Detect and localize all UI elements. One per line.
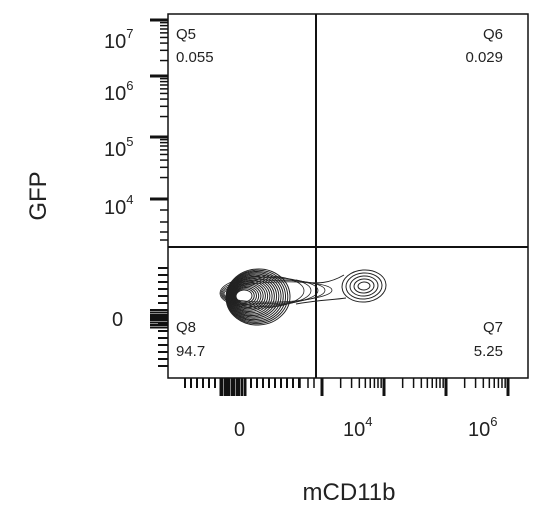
quadrant-q8-name: Q8	[176, 319, 196, 336]
x-tick-label-0: 0	[234, 419, 245, 441]
quadrant-q5-value: 0.055	[176, 49, 214, 66]
contour-bridge	[295, 274, 347, 305]
plot-frame	[167, 13, 529, 379]
contour-lines	[219, 268, 387, 326]
y-tick-label-1e5: 105	[104, 134, 133, 161]
contour-ring	[345, 272, 383, 300]
y-tick-label-1e4: 104	[104, 192, 133, 219]
x-axis-tick-marks	[184, 378, 510, 396]
contour-ring	[221, 278, 319, 306]
quadrant-q5-name: Q5	[176, 26, 196, 43]
contour-ring	[219, 275, 305, 309]
contour-ring	[226, 270, 287, 323]
quadrant-q6-name: Q6	[483, 26, 503, 43]
y-axis-label: GFP	[25, 171, 52, 220]
contour-ring	[225, 268, 291, 326]
quadrant-q6-value: 0.029	[465, 49, 503, 66]
contour-ring	[222, 279, 326, 305]
contour-ring	[230, 279, 271, 314]
contour-ring	[341, 269, 387, 303]
x-tick-label-1e6: 106	[468, 414, 497, 441]
contour-ring	[232, 283, 264, 310]
contour-ring	[220, 277, 312, 307]
x-axis-label: mCD11b	[303, 479, 396, 506]
contour-ring	[234, 288, 255, 304]
contour-ring	[223, 281, 333, 303]
contour-ring	[228, 274, 280, 319]
population-peak-marker	[242, 296, 246, 300]
quadrant-q7-value: 5.25	[474, 343, 503, 360]
x-tick-label-1e4: 104	[343, 414, 372, 441]
quadrant-q7-name: Q7	[483, 319, 503, 336]
contour-ring	[353, 278, 375, 294]
contour-ring	[349, 275, 379, 297]
contour-ring	[234, 287, 257, 306]
y-axis-tick-marks	[150, 18, 168, 367]
quadrant-q8-value: 94.7	[176, 343, 205, 360]
y-tick-label-1e7: 107	[104, 26, 133, 53]
contour-ring	[357, 281, 371, 291]
y-tick-label-1e6: 106	[104, 78, 133, 105]
y-tick-label-0: 0	[112, 309, 123, 331]
